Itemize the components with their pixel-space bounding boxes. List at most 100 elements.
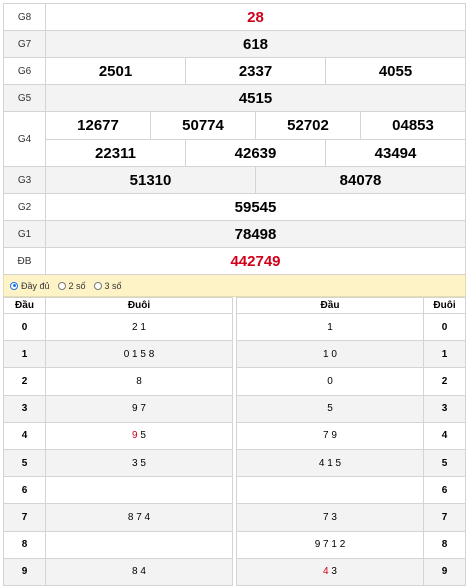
loto-row: 9 8 4 4 3 9	[3, 557, 466, 586]
prize-table: G8 28 G7 618 G6 2501 2337 4055 G5 4515 G…	[3, 3, 466, 275]
prize-number: 28	[45, 3, 466, 31]
prize-row-g3: G3 51310 84078	[3, 166, 466, 194]
prize-row-db: ĐB 442749	[3, 247, 466, 275]
tail-digits: 8	[45, 367, 233, 396]
head-digit: 6	[3, 476, 46, 505]
head-digit: 2	[3, 367, 46, 396]
tail-digits: 9 7	[45, 394, 233, 423]
tail-digits: 0 1 5 8	[45, 340, 233, 369]
digit-text: 1 0	[323, 348, 337, 360]
digit-text: 5	[327, 403, 333, 415]
digit-text: 0	[21, 321, 28, 333]
tail-digits	[45, 530, 233, 559]
digit-text: 0	[441, 321, 448, 333]
digit-text: 0	[327, 375, 333, 387]
digit-text: 7	[441, 511, 448, 523]
digit-text: 7 3	[323, 511, 337, 523]
loto-row: 7 8 7 4 7 3 7	[3, 503, 466, 532]
prize-number: 4055	[325, 58, 465, 84]
tail-digit: 9	[423, 557, 466, 586]
prize-label: G2	[3, 193, 46, 221]
prize-cell: 12677 50774 52702 04853 22311 42639 4349…	[45, 111, 466, 167]
tail-column-header: Đuôi	[423, 297, 466, 314]
digit-text: 2 1	[132, 321, 146, 333]
tail-digits: 2 1	[45, 312, 233, 342]
digit-text: 9	[21, 566, 28, 578]
head-digits: 4 3	[236, 557, 424, 586]
tail-digits: 9 5	[45, 421, 233, 450]
tail-digit: 6	[423, 476, 466, 505]
digit-text: 3	[328, 566, 337, 578]
tail-digit: 8	[423, 530, 466, 559]
tail-digits: 8 7 4	[45, 503, 233, 532]
prize-number: 43494	[325, 140, 465, 166]
prize-number: 2501	[98, 62, 133, 80]
loto-row: 4 9 5 7 9 4	[3, 421, 466, 450]
digit-text: 8	[441, 539, 448, 551]
prize-number: 84078	[255, 167, 465, 193]
radio-selected-icon[interactable]	[10, 281, 18, 290]
tail-digit: 5	[423, 448, 466, 478]
digit-text: 9 7	[132, 403, 146, 415]
prize-row-g7: G7 618	[3, 30, 466, 58]
prize-label: G1	[3, 220, 46, 248]
prize-number: 51310	[129, 171, 172, 189]
digit-text: 3	[21, 403, 28, 415]
head-digits: 4 1 5	[236, 448, 424, 478]
tail-digit: 1	[423, 340, 466, 369]
tail-digits: 3 5	[45, 448, 233, 478]
tail-digit: 4	[423, 421, 466, 450]
head-digit: 0	[3, 312, 46, 342]
prize-number: 618	[45, 30, 466, 58]
prize-label: G6	[3, 57, 46, 85]
digit-text: 8	[136, 375, 142, 387]
digit-text: 1	[21, 348, 28, 360]
head-digits: 7 9	[236, 421, 424, 450]
prize-row-g5: G5 4515	[3, 84, 466, 112]
prize-number: 59545	[45, 193, 466, 221]
prize-number: 04853	[360, 112, 465, 139]
head-digits: 1	[236, 312, 424, 342]
option-two-digits[interactable]: 2 số	[57, 281, 86, 291]
option-three-digits[interactable]: 3 số	[93, 281, 122, 291]
radio-icon[interactable]	[57, 281, 66, 290]
special-prize-number: 442749	[45, 247, 466, 275]
prize-row-g1: G1 78498	[3, 220, 466, 248]
prize-label: G8	[3, 3, 46, 31]
loto-row: 8 9 7 1 2 8	[3, 530, 466, 559]
tail-digits	[45, 476, 233, 505]
head-digit: 8	[3, 530, 46, 559]
prize-cell: 2501 2337 4055	[45, 57, 466, 85]
prize-number: 42639	[185, 140, 325, 166]
head-column-header: Đầu	[3, 297, 46, 314]
prize-number: 52702	[255, 112, 360, 139]
head-digit: 5	[3, 448, 46, 478]
loto-row: 3 9 7 5 3	[3, 394, 466, 423]
digit-text: 4	[21, 430, 28, 442]
option-label: Đầy đủ	[21, 280, 50, 291]
prize-row-g8: G8 28	[3, 3, 466, 31]
lottery-result-panel: G8 28 G7 618 G6 2501 2337 4055 G5 4515 G…	[3, 3, 466, 586]
digit-text: 8 7 4	[127, 511, 151, 523]
head-digits: 1 0	[236, 340, 424, 369]
prize-row-g6: G6 2501 2337 4055	[3, 57, 466, 85]
display-options: Đầy đủ 2 số 3 số	[3, 275, 466, 297]
head-digits: 0	[236, 367, 424, 396]
head-digits: 5	[236, 394, 424, 423]
prize-number: 12677	[77, 117, 119, 134]
tail-digit: 7	[423, 503, 466, 532]
digit-text: 0 1 5 8	[123, 348, 155, 360]
head-digit: 9	[3, 557, 46, 586]
prize-number: 22311	[95, 144, 136, 162]
digit-text: 5	[441, 457, 448, 469]
head-digits: 9 7 1 2	[236, 530, 424, 559]
option-full[interactable]: Đầy đủ	[10, 281, 50, 291]
digit-text: 6	[21, 484, 28, 496]
head-digits: 7 3	[236, 503, 424, 532]
digit-text: 2	[21, 375, 28, 387]
prize-label: ĐB	[3, 247, 46, 275]
digit-text: 5	[21, 457, 28, 469]
head-digits	[236, 476, 424, 505]
radio-icon[interactable]	[93, 281, 102, 290]
